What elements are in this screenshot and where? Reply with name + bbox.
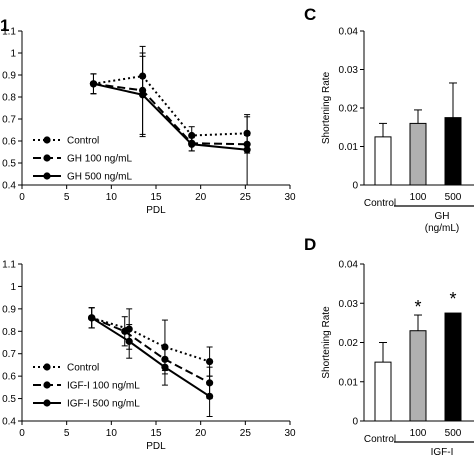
x-tick-label: 15 — [150, 192, 162, 203]
group-label: GH — [435, 211, 450, 222]
legend-swatch-marker — [43, 399, 51, 407]
panel-letter-c: C — [304, 5, 316, 24]
data-point — [188, 140, 196, 148]
y-tick-label: 1.1 — [2, 27, 16, 38]
data-point — [125, 337, 133, 345]
y-tick-label: 0 — [352, 181, 358, 192]
x-axis-label: PDL — [146, 441, 166, 452]
data-point — [139, 91, 147, 99]
legend-swatch-marker — [43, 136, 51, 144]
y-axis-label: Shortening Rate — [321, 71, 332, 144]
data-point — [88, 314, 96, 322]
x-tick-label: 30 — [284, 192, 296, 203]
y-tick-label: 0.5 — [2, 394, 16, 405]
x-tick-label: 20 — [195, 428, 207, 439]
legend-swatch-marker — [43, 363, 51, 371]
bar — [409, 122, 427, 186]
legend-label: Control — [67, 363, 99, 374]
x-tick-label: 25 — [240, 192, 252, 203]
y-tick-label: 0.4 — [2, 417, 16, 428]
y-tick-label: 0.7 — [2, 349, 16, 360]
panel-c-bar-chart: 0 0.01 0.02 0.03 0.04 Shortening Rate Control 1… — [321, 27, 474, 234]
y-axis-label: Shortening Rate — [321, 306, 332, 379]
y-tick-label: 0.9 — [2, 304, 16, 315]
y-tick-label: 0.01 — [339, 377, 359, 388]
x-axis-label: PDL — [146, 205, 166, 216]
x-tick-label: 15 — [150, 428, 162, 439]
significance-annotation: * — [414, 297, 421, 317]
bar — [444, 117, 462, 186]
data-point — [206, 392, 214, 400]
x-tick-label: 20 — [195, 192, 207, 203]
y-tick-label: 0.4 — [2, 181, 16, 192]
x-tick-label: 5 — [64, 428, 70, 439]
legend-swatch-marker — [43, 381, 51, 389]
x-tick-label: 0 — [19, 428, 25, 439]
bar — [409, 330, 427, 422]
y-tick-label: 0.8 — [2, 327, 16, 338]
legend-swatch-marker — [43, 154, 51, 162]
panel-letter-a-partial: 1 — [0, 16, 9, 35]
x-tick-label: 10 — [106, 192, 118, 203]
panel-b-line-chart: 0.4 0.5 0.6 0.7 0.8 0.9 1 1.1 0 5 10 15 20 25 30 PDL Con… — [2, 260, 296, 453]
y-tick-label: 0.02 — [339, 104, 359, 115]
panel-a-line-chart: 0.4 0.5 0.6 0.7 0.8 0.9 1 1.1 0 5 10 15 20 25 30 PDL Con… — [2, 27, 296, 217]
series-line-2 — [93, 82, 248, 146]
y-tick-label: 0.01 — [339, 142, 359, 153]
significance-annotation: * — [449, 289, 456, 309]
category-label: 500 — [445, 192, 462, 203]
y-tick-label: 0.7 — [2, 115, 16, 126]
category-label: Control — [364, 434, 396, 445]
y-tick-label: 0.5 — [2, 159, 16, 170]
x-tick-label: 10 — [106, 428, 118, 439]
y-tick-label: 0.03 — [339, 299, 359, 310]
group-unit-label: (ng/mL) — [425, 223, 459, 234]
legend-label: Control — [67, 136, 99, 147]
series-line-3 — [93, 82, 248, 151]
data-point — [206, 357, 214, 366]
y-tick-label: 0.6 — [2, 372, 16, 383]
series-line-1 — [93, 75, 248, 137]
x-tick-label: 0 — [19, 192, 25, 203]
legend-label: GH 100 ng/mL — [67, 154, 132, 165]
group-label: IGF-I — [431, 447, 454, 458]
y-tick-label: 0.03 — [339, 65, 359, 76]
series-line-3 — [91, 316, 211, 398]
data-point — [243, 146, 251, 154]
category-label: Control — [364, 198, 396, 209]
x-tick-label: 30 — [284, 428, 296, 439]
legend-label: IGF-I 500 ng/mL — [67, 399, 140, 410]
bar — [374, 136, 392, 186]
y-tick-label: 0.04 — [339, 260, 359, 271]
series-line-2 — [91, 316, 211, 384]
data-point — [121, 327, 129, 335]
y-tick-label: 0.9 — [2, 71, 16, 82]
category-label: 100 — [410, 192, 427, 203]
y-tick-label: 0.8 — [2, 93, 16, 104]
bar — [444, 312, 462, 422]
legend-label: GH 500 ng/mL — [67, 172, 132, 183]
y-tick-label: 1 — [10, 49, 16, 60]
category-label: 100 — [410, 428, 427, 439]
y-tick-label: 1 — [10, 282, 16, 293]
bar — [374, 361, 392, 422]
y-tick-label: 1.1 — [2, 260, 16, 271]
panel-letter-d: D — [304, 235, 316, 254]
x-tick-label: 5 — [64, 192, 70, 203]
legend-label: IGF-I 100 ng/mL — [67, 381, 140, 392]
y-tick-label: 0.02 — [339, 338, 359, 349]
legend-swatch-marker — [43, 172, 51, 180]
y-tick-label: 0.04 — [339, 27, 359, 38]
panel-d-bar-chart: 0 0.01 0.02 0.03 0.04 Shortening Rate Control *… — [321, 260, 474, 458]
x-tick-label: 25 — [240, 428, 252, 439]
category-label: 500 — [445, 428, 462, 439]
y-tick-label: 0 — [352, 417, 358, 428]
y-tick-label: 0.6 — [2, 137, 16, 148]
data-point — [161, 363, 169, 371]
data-point — [89, 80, 98, 88]
